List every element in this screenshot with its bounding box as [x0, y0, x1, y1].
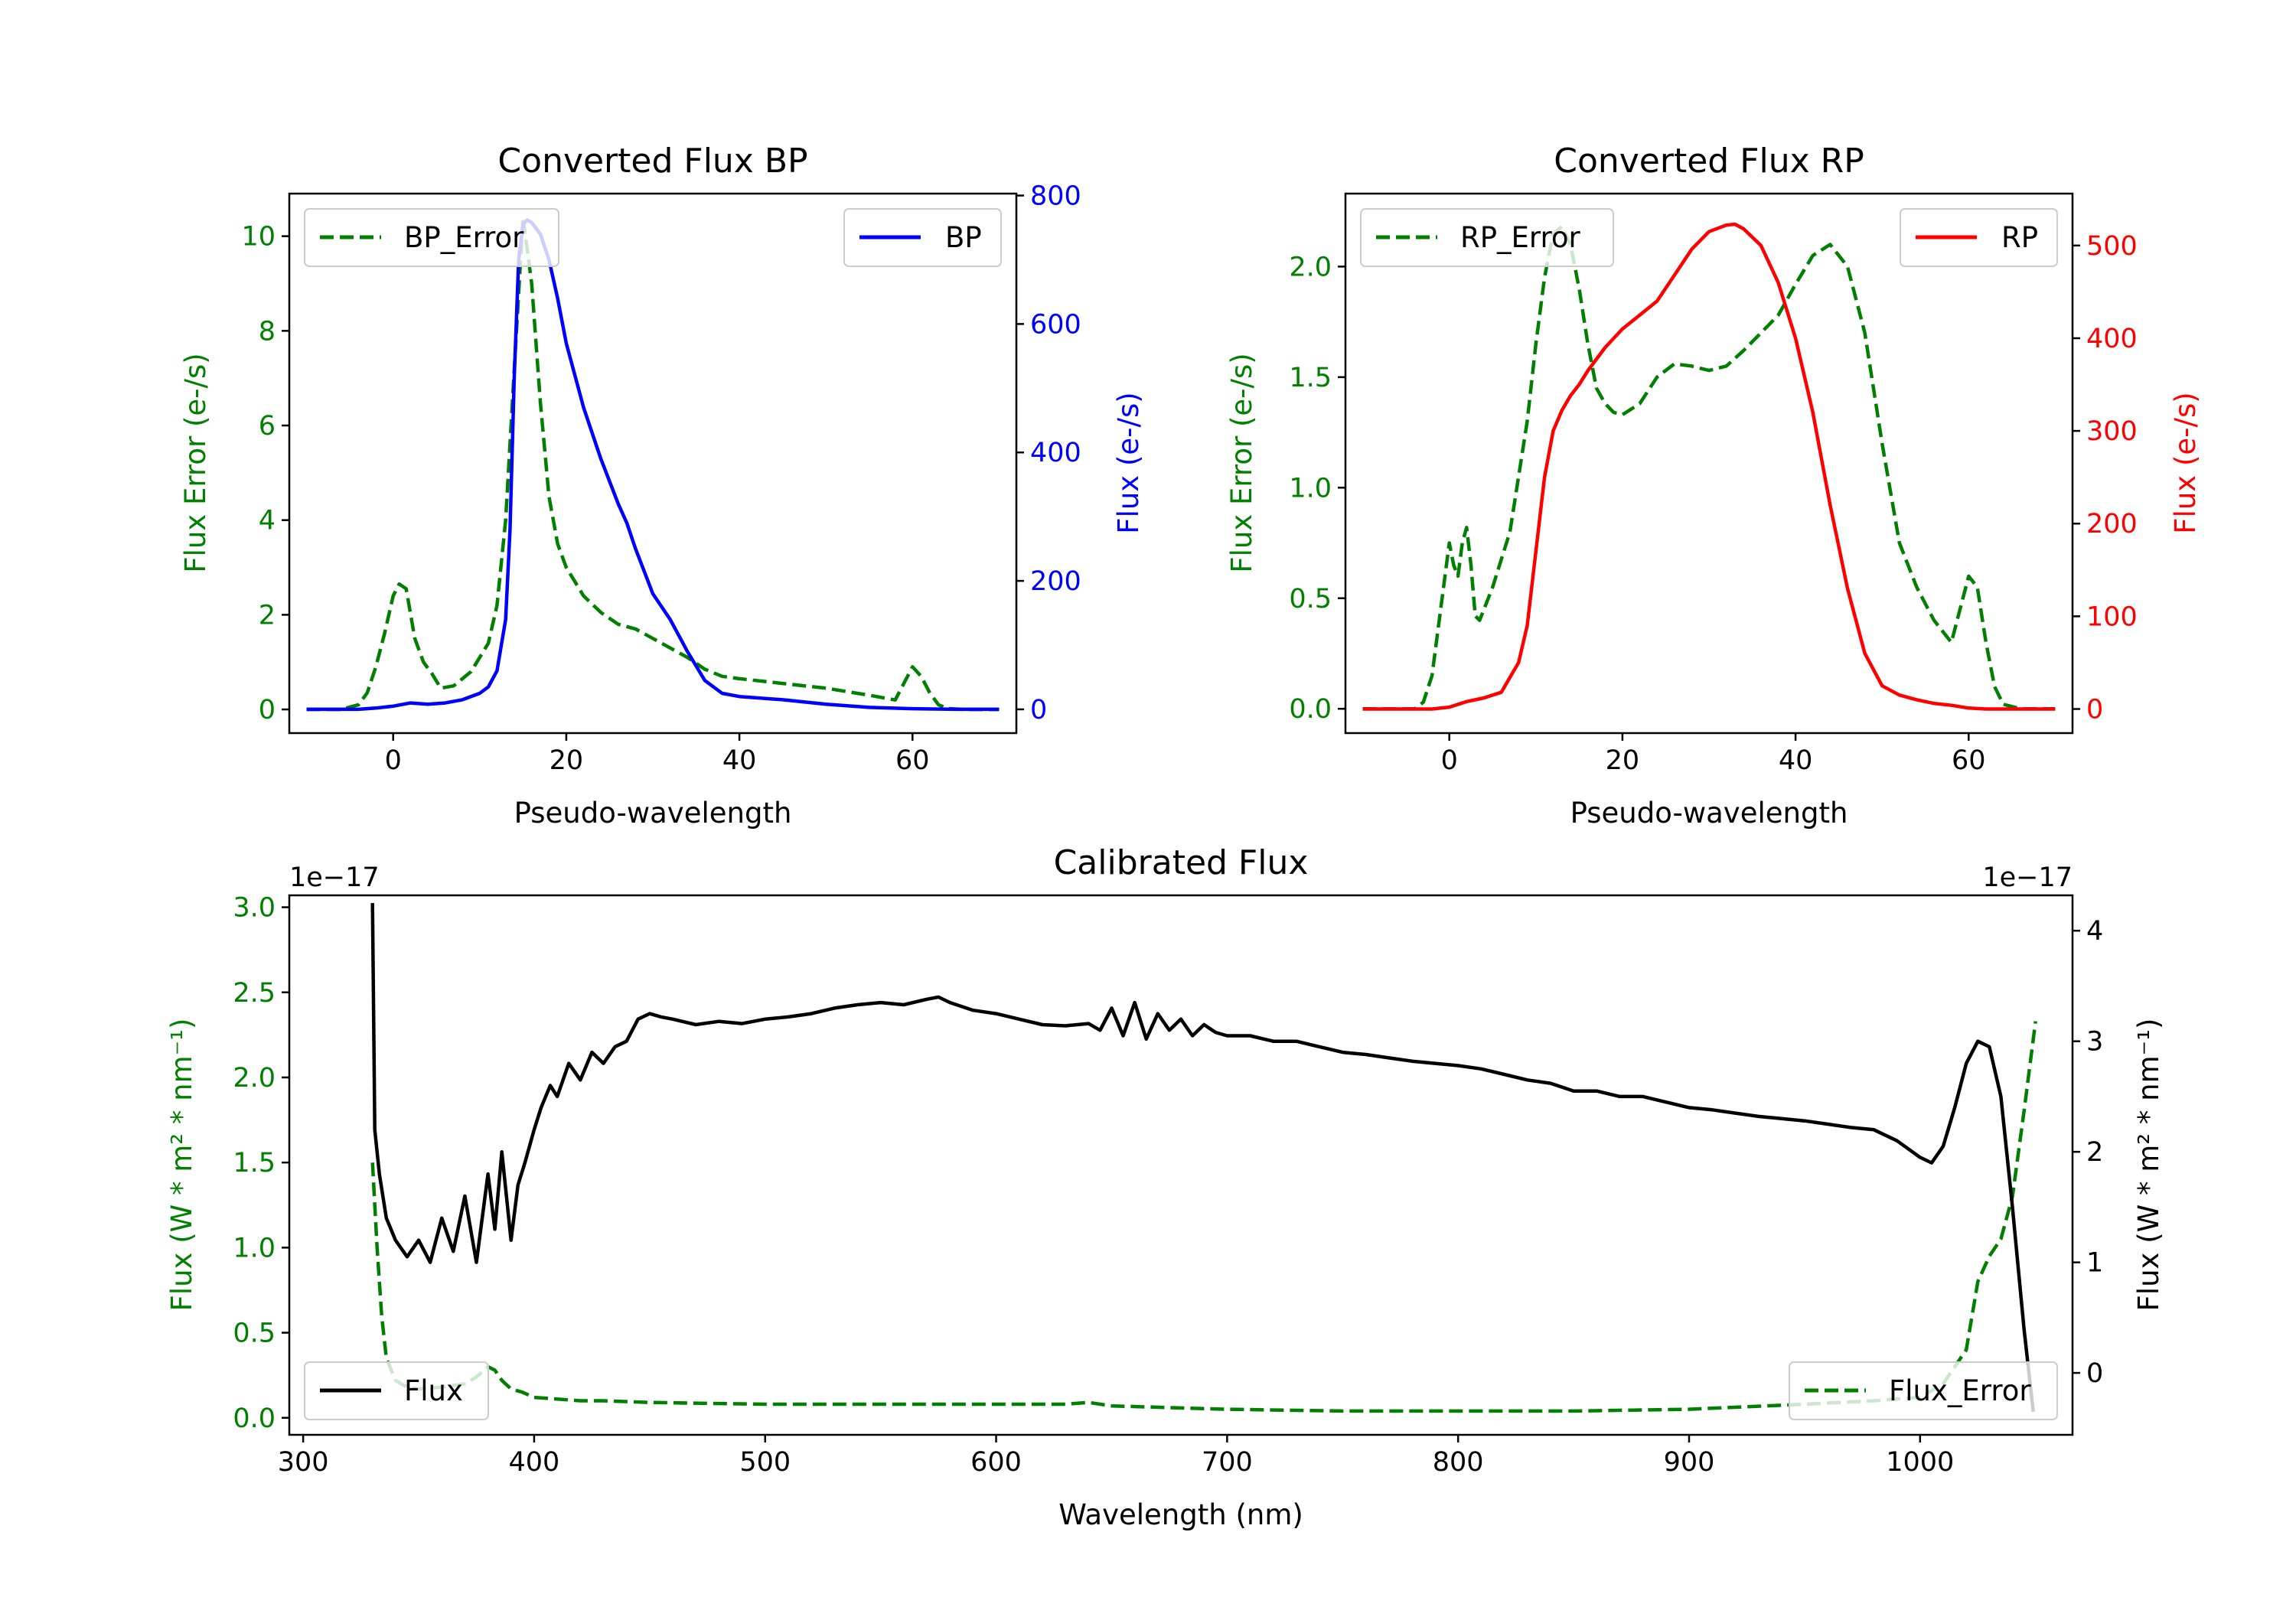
chart-cal-legend-flux: Flux: [304, 1361, 489, 1420]
chart-rp-line-rp: [1362, 222, 2056, 711]
chart-bp-ytick-right-label: 200: [1030, 566, 1081, 597]
chart-rp-xticks: 0 20 40 60: [1441, 733, 1986, 776]
chart-bp-xticks: 0 20 40 60: [385, 733, 930, 776]
chart-cal-ylabel-right: Flux (W * m² * nm⁻¹): [2132, 1019, 2165, 1312]
chart-cal-ytick-left-label: 3.0: [233, 893, 276, 924]
chart-cal-legend-error: Flux_Error: [1789, 1361, 2058, 1420]
chart-cal-xtick-label: 900: [1664, 1447, 1715, 1478]
chart-cal-ytick-left-label: 2.5: [233, 978, 276, 1009]
chart-bp-ytick-right-label: 0: [1030, 695, 1047, 725]
chart-cal-xtick-label: 700: [1202, 1447, 1253, 1478]
chart-rp-ytick-left-label: 2.0: [1289, 252, 1332, 282]
chart-rp-title: Converted Flux RP: [1554, 142, 1864, 181]
chart-cal-xtick-label: 300: [278, 1447, 329, 1478]
chart-rp-ylabel-right: Flux (e-/s): [2169, 392, 2202, 533]
chart-cal-xtick-label: 400: [509, 1447, 560, 1478]
chart-bp-ytick-left-label: 8: [259, 316, 276, 347]
chart-rp-ytick-right-label: 500: [2086, 231, 2138, 262]
chart-cal-yticks-right: 0 1 2 3 4: [2073, 916, 2103, 1389]
chart-cal-frame: [288, 894, 2074, 1436]
chart-bp-line-bp-error: [306, 215, 1000, 712]
chart-bp-xtick-label: 60: [895, 745, 930, 776]
chart-rp-ytick-left-label: 1.5: [1289, 363, 1332, 393]
chart-rp-ytick-right-label: 200: [2086, 509, 2138, 539]
chart-cal-yticks-left: 0.0 0.5 1.0 1.5 2.0 2.5 3.0: [233, 893, 289, 1434]
chart-bp-legend-flux: BP: [843, 208, 1002, 267]
chart-rp-frame: [1344, 192, 2074, 735]
chart-cal-xtick-label: 600: [970, 1447, 1022, 1478]
chart-cal-ytick-right-label: 3: [2086, 1027, 2103, 1058]
chart-cal-ytick-left-label: 1.0: [233, 1233, 276, 1263]
chart-rp-legend-flux-label: RP: [2001, 221, 2038, 254]
chart-bp-legend-error: BP_Error: [304, 208, 559, 267]
chart-bp-ylabel-right: Flux (e-/s): [1112, 392, 1145, 533]
chart-rp-xtick-label: 60: [1952, 745, 1986, 776]
chart-bp: Converted Flux BP 0 20 40 60 0 2 4 6 8 10 0 200 40…: [179, 142, 1145, 830]
chart-bp-title: Converted Flux BP: [497, 142, 807, 181]
chart-cal-ytick-left-label: 0.5: [233, 1319, 276, 1349]
chart-bp-ytick-left-label: 10: [241, 222, 276, 253]
chart-bp-legend-error-label: BP_Error: [404, 221, 524, 254]
chart-cal: Calibrated Flux 1e−17 1e−17 300 400 500 600…: [165, 843, 2165, 1531]
chart-cal-ytick-right-label: 4: [2086, 916, 2103, 947]
chart-cal-legend-flux-label: Flux: [404, 1374, 463, 1407]
chart-bp-yticks-left: 0 2 4 6 8 10: [241, 222, 289, 725]
chart-rp-ytick-right-label: 300: [2086, 416, 2138, 447]
chart-rp-legend-error-label: RP_Error: [1460, 221, 1580, 254]
chart-rp-xtick-label: 0: [1441, 745, 1458, 776]
chart-rp-xtick-label: 20: [1606, 745, 1640, 776]
chart-cal-xtick-label: 1000: [1886, 1447, 1954, 1478]
chart-rp-ytick-right-label: 100: [2086, 601, 2138, 632]
chart-rp-yticks-right: 0 100 200 300 400 500: [2073, 231, 2138, 725]
chart-cal-offset-right: 1e−17: [1982, 862, 2073, 893]
chart-cal-xticks: 300 400 500 600 700 800 900 1000: [278, 1435, 1954, 1478]
chart-bp-ytick-right-label: 800: [1030, 181, 1081, 212]
chart-cal-ytick-right-label: 2: [2086, 1137, 2103, 1168]
chart-cal-title: Calibrated Flux: [1054, 843, 1309, 882]
chart-bp-xtick-label: 40: [722, 745, 757, 776]
chart-bp-ytick-left-label: 0: [259, 695, 276, 725]
chart-cal-line-flux: [370, 903, 2035, 1412]
chart-bp-ylabel-left: Flux Error (e-/s): [179, 353, 212, 572]
chart-bp-frame: [288, 192, 1018, 735]
chart-rp-ytick-right-label: 0: [2086, 695, 2103, 725]
chart-cal-offset-left: 1e−17: [289, 862, 380, 893]
chart-rp-legend-error: RP_Error: [1360, 208, 1614, 267]
chart-cal-legend-error-label: Flux_Error: [1889, 1374, 2031, 1407]
chart-bp-ytick-left-label: 6: [259, 411, 276, 442]
chart-rp-ytick-left-label: 0.0: [1289, 694, 1332, 725]
chart-bp-yticks-right: 0 200 400 600 800: [1016, 181, 1081, 725]
chart-cal-xtick-label: 500: [739, 1447, 791, 1478]
chart-rp-xtick-label: 40: [1779, 745, 1813, 776]
chart-bp-ytick-left-label: 4: [259, 506, 276, 536]
chart-cal-ytick-left-label: 1.5: [233, 1148, 276, 1178]
chart-rp-ytick-right-label: 400: [2086, 324, 2138, 354]
chart-rp-xlabel: Pseudo-wavelength: [1570, 797, 1848, 830]
chart-bp-ytick-right-label: 600: [1030, 309, 1081, 340]
chart-cal-ytick-right-label: 1: [2086, 1248, 2103, 1279]
chart-cal-ylabel-left: Flux (W * m² * nm⁻¹): [165, 1019, 198, 1312]
chart-bp-ytick-left-label: 2: [259, 600, 276, 631]
chart-rp-line-rp-error: [1362, 225, 2056, 711]
chart-rp-ytick-left-label: 0.5: [1289, 584, 1332, 614]
chart-cal-ytick-left-label: 2.0: [233, 1063, 276, 1094]
chart-rp-series: [1362, 222, 2056, 711]
chart-rp-ytick-left-label: 1.0: [1289, 473, 1332, 504]
chart-rp-yticks-left: 0.0 0.5 1.0 1.5 2.0: [1289, 252, 1345, 725]
chart-bp-xlabel: Pseudo-wavelength: [514, 797, 792, 830]
chart-cal-ytick-left-label: 0.0: [233, 1403, 276, 1434]
chart-rp-legend-flux: RP: [1900, 208, 2058, 267]
chart-bp-xtick-label: 0: [385, 745, 402, 776]
chart-rp-ylabel-left: Flux Error (e-/s): [1225, 353, 1258, 572]
chart-bp-ytick-right-label: 400: [1030, 438, 1081, 468]
chart-cal-ytick-right-label: 0: [2086, 1358, 2103, 1389]
chart-cal-xlabel: Wavelength (nm): [1058, 1498, 1303, 1531]
chart-rp: Converted Flux RP 0 20 40 60 0.0 0.5 1.0 1.5 2.…: [1225, 142, 2202, 830]
chart-cal-xtick-label: 800: [1433, 1447, 1484, 1478]
chart-bp-xtick-label: 20: [550, 745, 584, 776]
chart-bp-legend-flux-label: BP: [945, 221, 982, 254]
